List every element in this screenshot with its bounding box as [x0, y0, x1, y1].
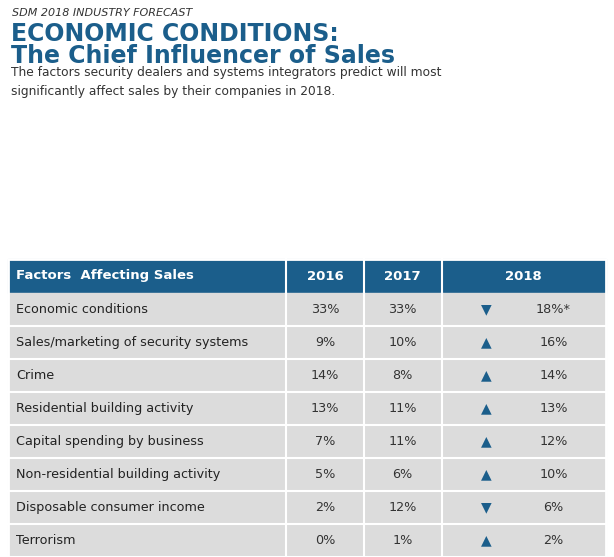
Bar [8, 524, 606, 557]
Text: 14%: 14% [311, 369, 339, 382]
Text: 5%: 5% [315, 468, 335, 481]
Bar [8, 425, 606, 458]
Text: 2%: 2% [315, 501, 335, 514]
Text: Sales/marketing of security systems: Sales/marketing of security systems [16, 336, 248, 349]
Text: ECONOMIC CONDITIONS:: ECONOMIC CONDITIONS: [11, 22, 339, 46]
Text: Crime: Crime [16, 369, 54, 382]
Bar [8, 359, 606, 392]
Bar [8, 491, 606, 524]
Text: 1%: 1% [392, 534, 413, 547]
Text: 13%: 13% [311, 402, 339, 415]
Text: 10%: 10% [389, 336, 417, 349]
Text: ▲: ▲ [481, 467, 491, 481]
Text: Capital spending by business: Capital spending by business [16, 435, 204, 448]
Text: 6%: 6% [543, 501, 564, 514]
Text: The Chief Influencer of Sales: The Chief Influencer of Sales [11, 44, 395, 68]
Text: ▲: ▲ [481, 335, 491, 349]
Bar [8, 326, 606, 359]
Text: 14%: 14% [539, 369, 567, 382]
Bar [8, 259, 606, 557]
Text: ▲: ▲ [481, 534, 491, 548]
Text: 2016: 2016 [306, 270, 343, 282]
Text: 13%: 13% [539, 402, 567, 415]
Text: 12%: 12% [389, 501, 417, 514]
Text: ▲: ▲ [481, 434, 491, 448]
Text: 12%: 12% [539, 435, 567, 448]
Bar [8, 293, 606, 326]
Text: 11%: 11% [389, 402, 417, 415]
Text: 2%: 2% [543, 534, 564, 547]
Text: ▲: ▲ [481, 369, 491, 383]
Text: The factors security dealers and systems integrators predict will most
significa: The factors security dealers and systems… [11, 66, 441, 98]
Bar [8, 392, 606, 425]
Text: ▼: ▼ [481, 302, 491, 316]
Text: 2018: 2018 [505, 270, 542, 282]
Text: Non-residential building activity: Non-residential building activity [16, 468, 220, 481]
Bar [8, 259, 606, 293]
Text: 16%: 16% [539, 336, 567, 349]
Text: 11%: 11% [389, 435, 417, 448]
Text: 33%: 33% [311, 303, 339, 316]
Text: ▲: ▲ [481, 402, 491, 416]
Bar [8, 458, 606, 491]
Text: 10%: 10% [539, 468, 567, 481]
Text: Residential building activity: Residential building activity [16, 402, 193, 415]
Text: Economic conditions: Economic conditions [16, 303, 148, 316]
Text: Terrorism: Terrorism [16, 534, 76, 547]
Text: 7%: 7% [315, 435, 335, 448]
Text: 6%: 6% [392, 468, 413, 481]
Text: 8%: 8% [392, 369, 413, 382]
Text: 9%: 9% [315, 336, 335, 349]
Text: 2017: 2017 [384, 270, 421, 282]
Text: Factors  Affecting Sales: Factors Affecting Sales [16, 270, 194, 282]
Text: SDM 2018 INDUSTRY FORECAST: SDM 2018 INDUSTRY FORECAST [12, 8, 192, 18]
Text: 0%: 0% [315, 534, 335, 547]
Text: 18%*: 18%* [536, 303, 571, 316]
Text: Disposable consumer income: Disposable consumer income [16, 501, 204, 514]
Text: ▼: ▼ [481, 501, 491, 515]
Text: 33%: 33% [389, 303, 417, 316]
